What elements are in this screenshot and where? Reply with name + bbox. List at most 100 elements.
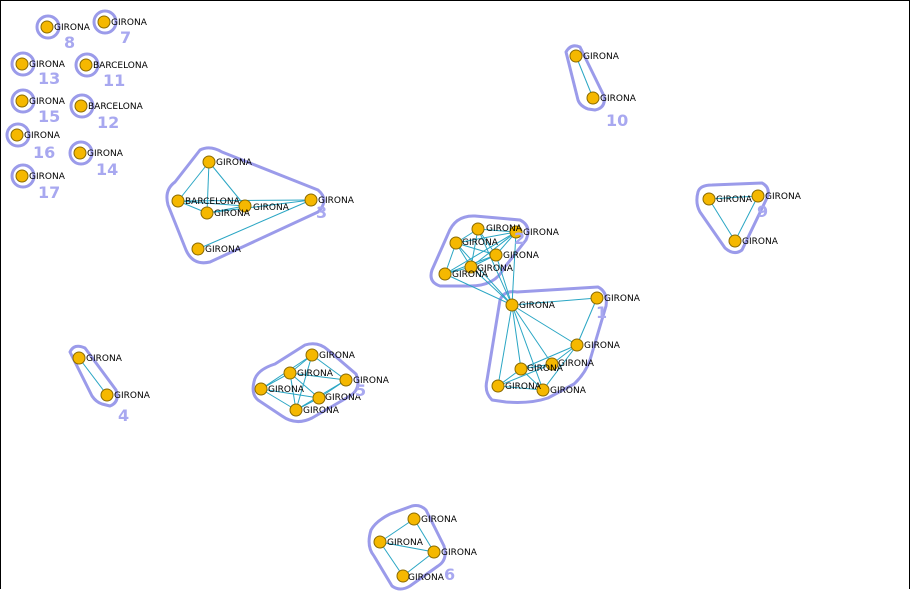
- graph-node[interactable]: [509, 225, 523, 239]
- graph-edge: [177, 200, 246, 207]
- node-label: GIRONA: [216, 158, 253, 168]
- graph-node[interactable]: [728, 234, 742, 248]
- graph-edge: [575, 55, 594, 99]
- graph-node[interactable]: [489, 248, 503, 262]
- graph-node[interactable]: [438, 267, 452, 281]
- cluster-number-label: 17: [38, 183, 60, 202]
- cluster-hull-13: [10, 51, 36, 77]
- graph-node[interactable]: [304, 193, 318, 207]
- graph-node[interactable]: [590, 291, 604, 305]
- graph-node[interactable]: [100, 388, 114, 402]
- graph-node[interactable]: [72, 351, 86, 365]
- node-label: GIRONA: [441, 548, 478, 558]
- graph-edge: [511, 304, 578, 346]
- graph-node[interactable]: [545, 357, 559, 371]
- graph-node[interactable]: [312, 391, 326, 405]
- cluster-number-label: 15: [38, 107, 60, 126]
- node-label: GIRONA: [297, 369, 334, 379]
- graph-edge: [455, 242, 513, 306]
- graph-edge: [511, 304, 553, 365]
- node-label: GIRONA: [584, 341, 621, 351]
- graph-node[interactable]: [305, 348, 319, 362]
- node-label: BARCELONA: [88, 102, 144, 112]
- graph-edge: [708, 198, 736, 242]
- graph-node[interactable]: [751, 189, 765, 203]
- cluster-hull-10: [564, 44, 606, 112]
- graph-node[interactable]: [254, 382, 268, 396]
- graph-node[interactable]: [79, 58, 93, 72]
- cluster-number-label: 6: [444, 565, 455, 584]
- graph-node[interactable]: [289, 403, 303, 417]
- graph-node[interactable]: [569, 49, 583, 63]
- graph-node[interactable]: [491, 379, 505, 393]
- node-label: GIRONA: [87, 149, 124, 159]
- graph-node[interactable]: [407, 512, 421, 526]
- graph-node[interactable]: [15, 169, 29, 183]
- cluster-number-label: 1: [596, 303, 607, 322]
- cluster-number-label: 11: [103, 71, 125, 90]
- node-label: GIRONA: [505, 382, 542, 392]
- graph-node[interactable]: [238, 199, 252, 213]
- graph-edge: [208, 161, 246, 207]
- node-label: GIRONA: [765, 192, 802, 202]
- graph-edge: [708, 195, 759, 200]
- graph-node[interactable]: [73, 146, 87, 160]
- graph-node[interactable]: [471, 222, 485, 236]
- graph-node[interactable]: [10, 128, 24, 142]
- graph-edge: [576, 297, 598, 346]
- cluster-hull-17: [10, 163, 36, 189]
- node-label: GIRONA: [29, 172, 66, 182]
- graph-node[interactable]: [171, 194, 185, 208]
- graph-edge: [477, 228, 513, 306]
- node-label: GIRONA: [24, 131, 61, 141]
- node-label: GIRONA: [268, 385, 305, 395]
- graph-node[interactable]: [427, 545, 441, 559]
- graph-node[interactable]: [570, 338, 584, 352]
- graph-edge: [379, 541, 435, 553]
- graph-node[interactable]: [586, 91, 600, 105]
- node-label: GIRONA: [486, 224, 523, 234]
- node-label: GIRONA: [29, 60, 66, 70]
- cluster-hull-5: [251, 342, 360, 423]
- graph-node[interactable]: [202, 155, 216, 169]
- graph-node[interactable]: [74, 99, 88, 113]
- graph-edge: [497, 304, 513, 387]
- cluster-number-label: 9: [757, 202, 768, 221]
- graph-edge: [470, 266, 513, 306]
- graph-node[interactable]: [373, 535, 387, 549]
- node-label: GIRONA: [503, 251, 540, 261]
- graph-node[interactable]: [536, 383, 550, 397]
- graph-node[interactable]: [200, 206, 214, 220]
- graph-node[interactable]: [191, 242, 205, 256]
- node-label: GIRONA: [583, 52, 620, 62]
- graph-edge: [497, 385, 544, 391]
- graph-node[interactable]: [15, 94, 29, 108]
- node-label: GIRONA: [114, 391, 151, 401]
- graph-node[interactable]: [449, 236, 463, 250]
- cluster-hull-3: [165, 146, 326, 265]
- node-label: GIRONA: [558, 359, 595, 369]
- graph-edge: [734, 195, 759, 242]
- graph-node[interactable]: [396, 569, 410, 583]
- graph-edge: [455, 242, 497, 256]
- graph-node[interactable]: [40, 20, 54, 34]
- node-label: GIRONA: [325, 393, 362, 403]
- graph-node[interactable]: [339, 373, 353, 387]
- node-label: GIRONA: [111, 18, 148, 28]
- graph-node[interactable]: [464, 260, 478, 274]
- node-label: BARCELONA: [185, 197, 241, 207]
- graph-edge: [197, 199, 312, 250]
- graph-node[interactable]: [702, 192, 716, 206]
- graph-node[interactable]: [15, 57, 29, 71]
- graph-edge: [379, 518, 415, 543]
- node-label: GIRONA: [303, 406, 340, 416]
- graph-edge: [311, 354, 347, 381]
- graph-node[interactable]: [505, 298, 519, 312]
- graph-node[interactable]: [514, 362, 528, 376]
- graph-edge: [289, 372, 347, 381]
- cluster-hull-6: [367, 504, 447, 591]
- graph-node[interactable]: [97, 15, 111, 29]
- graph-node[interactable]: [283, 366, 297, 380]
